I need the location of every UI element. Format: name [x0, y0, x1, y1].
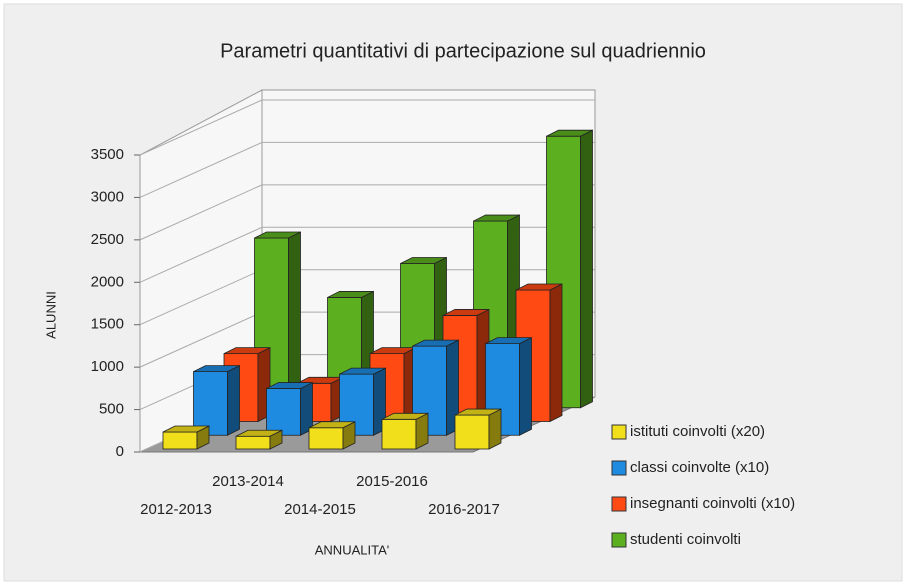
- bar-front: [381, 418, 417, 450]
- x-tick-label: 2014-2015: [284, 501, 356, 518]
- chart-title: Parametri quantitativi di partecipazione…: [220, 40, 706, 62]
- legend-label: insegnanti coinvolti (x10): [630, 495, 795, 512]
- bar-front: [266, 388, 301, 436]
- bar-front: [235, 435, 271, 450]
- y-axis-label: ALUNNI: [43, 291, 58, 339]
- bar-side: [549, 283, 563, 423]
- legend-swatch: [611, 424, 627, 440]
- bar-top: [339, 367, 386, 375]
- bar-top: [193, 365, 240, 373]
- y-tick-label: 2500: [91, 231, 124, 248]
- x-tick-label: 2013-2014: [212, 473, 284, 490]
- bar-side: [288, 231, 301, 409]
- y-tick-label: 1500: [91, 316, 124, 333]
- legend-label: classi coinvolte (x10): [630, 459, 769, 476]
- grid-line: [139, 141, 595, 198]
- legend-swatch: [611, 532, 627, 548]
- legend-swatch: [611, 496, 627, 512]
- x-axis-label: ANNUALITA': [315, 542, 389, 557]
- y-tick-label: 1000: [91, 358, 124, 375]
- x-tick-label: 2012-2013: [140, 501, 212, 518]
- x-tick-label: 2016-2017: [428, 501, 500, 518]
- bar-top: [515, 283, 563, 291]
- bar-front: [308, 427, 344, 450]
- bar-top: [485, 337, 532, 345]
- legend-label: studenti coinvolti: [630, 531, 741, 548]
- bar-side: [227, 364, 240, 436]
- bar-top: [308, 421, 356, 429]
- legend-label: istituti coinvolti (x20): [630, 423, 765, 440]
- bar-top: [454, 408, 502, 416]
- y-tick-label: 0: [116, 443, 124, 460]
- bar-top: [400, 257, 447, 264]
- bar-top: [223, 347, 271, 355]
- bar-top: [327, 291, 374, 298]
- grid-line: [139, 99, 595, 156]
- bar-side: [488, 408, 502, 450]
- bar-front: [162, 431, 198, 450]
- y-tick-label: 3500: [91, 146, 124, 163]
- bar-top: [254, 231, 301, 239]
- x-tick-label: 2015-2016: [356, 473, 428, 490]
- bar-side: [580, 129, 593, 409]
- y-tick-label: 3000: [91, 188, 124, 205]
- bar-top: [412, 339, 459, 347]
- y-tick-label: 2000: [91, 273, 124, 290]
- bar-top: [266, 382, 313, 389]
- bar-top: [546, 129, 593, 137]
- bar-top: [473, 214, 520, 222]
- bar-top: [442, 309, 490, 316]
- bar-top: [381, 412, 429, 420]
- bar-front: [193, 371, 228, 436]
- bar-side: [519, 336, 532, 436]
- bar-front: [454, 414, 490, 450]
- grid-line: [139, 184, 595, 241]
- bar-top: [162, 425, 210, 433]
- legend-swatch: [611, 460, 627, 476]
- bar-top: [235, 429, 283, 437]
- y-tick-label: 500: [99, 401, 124, 418]
